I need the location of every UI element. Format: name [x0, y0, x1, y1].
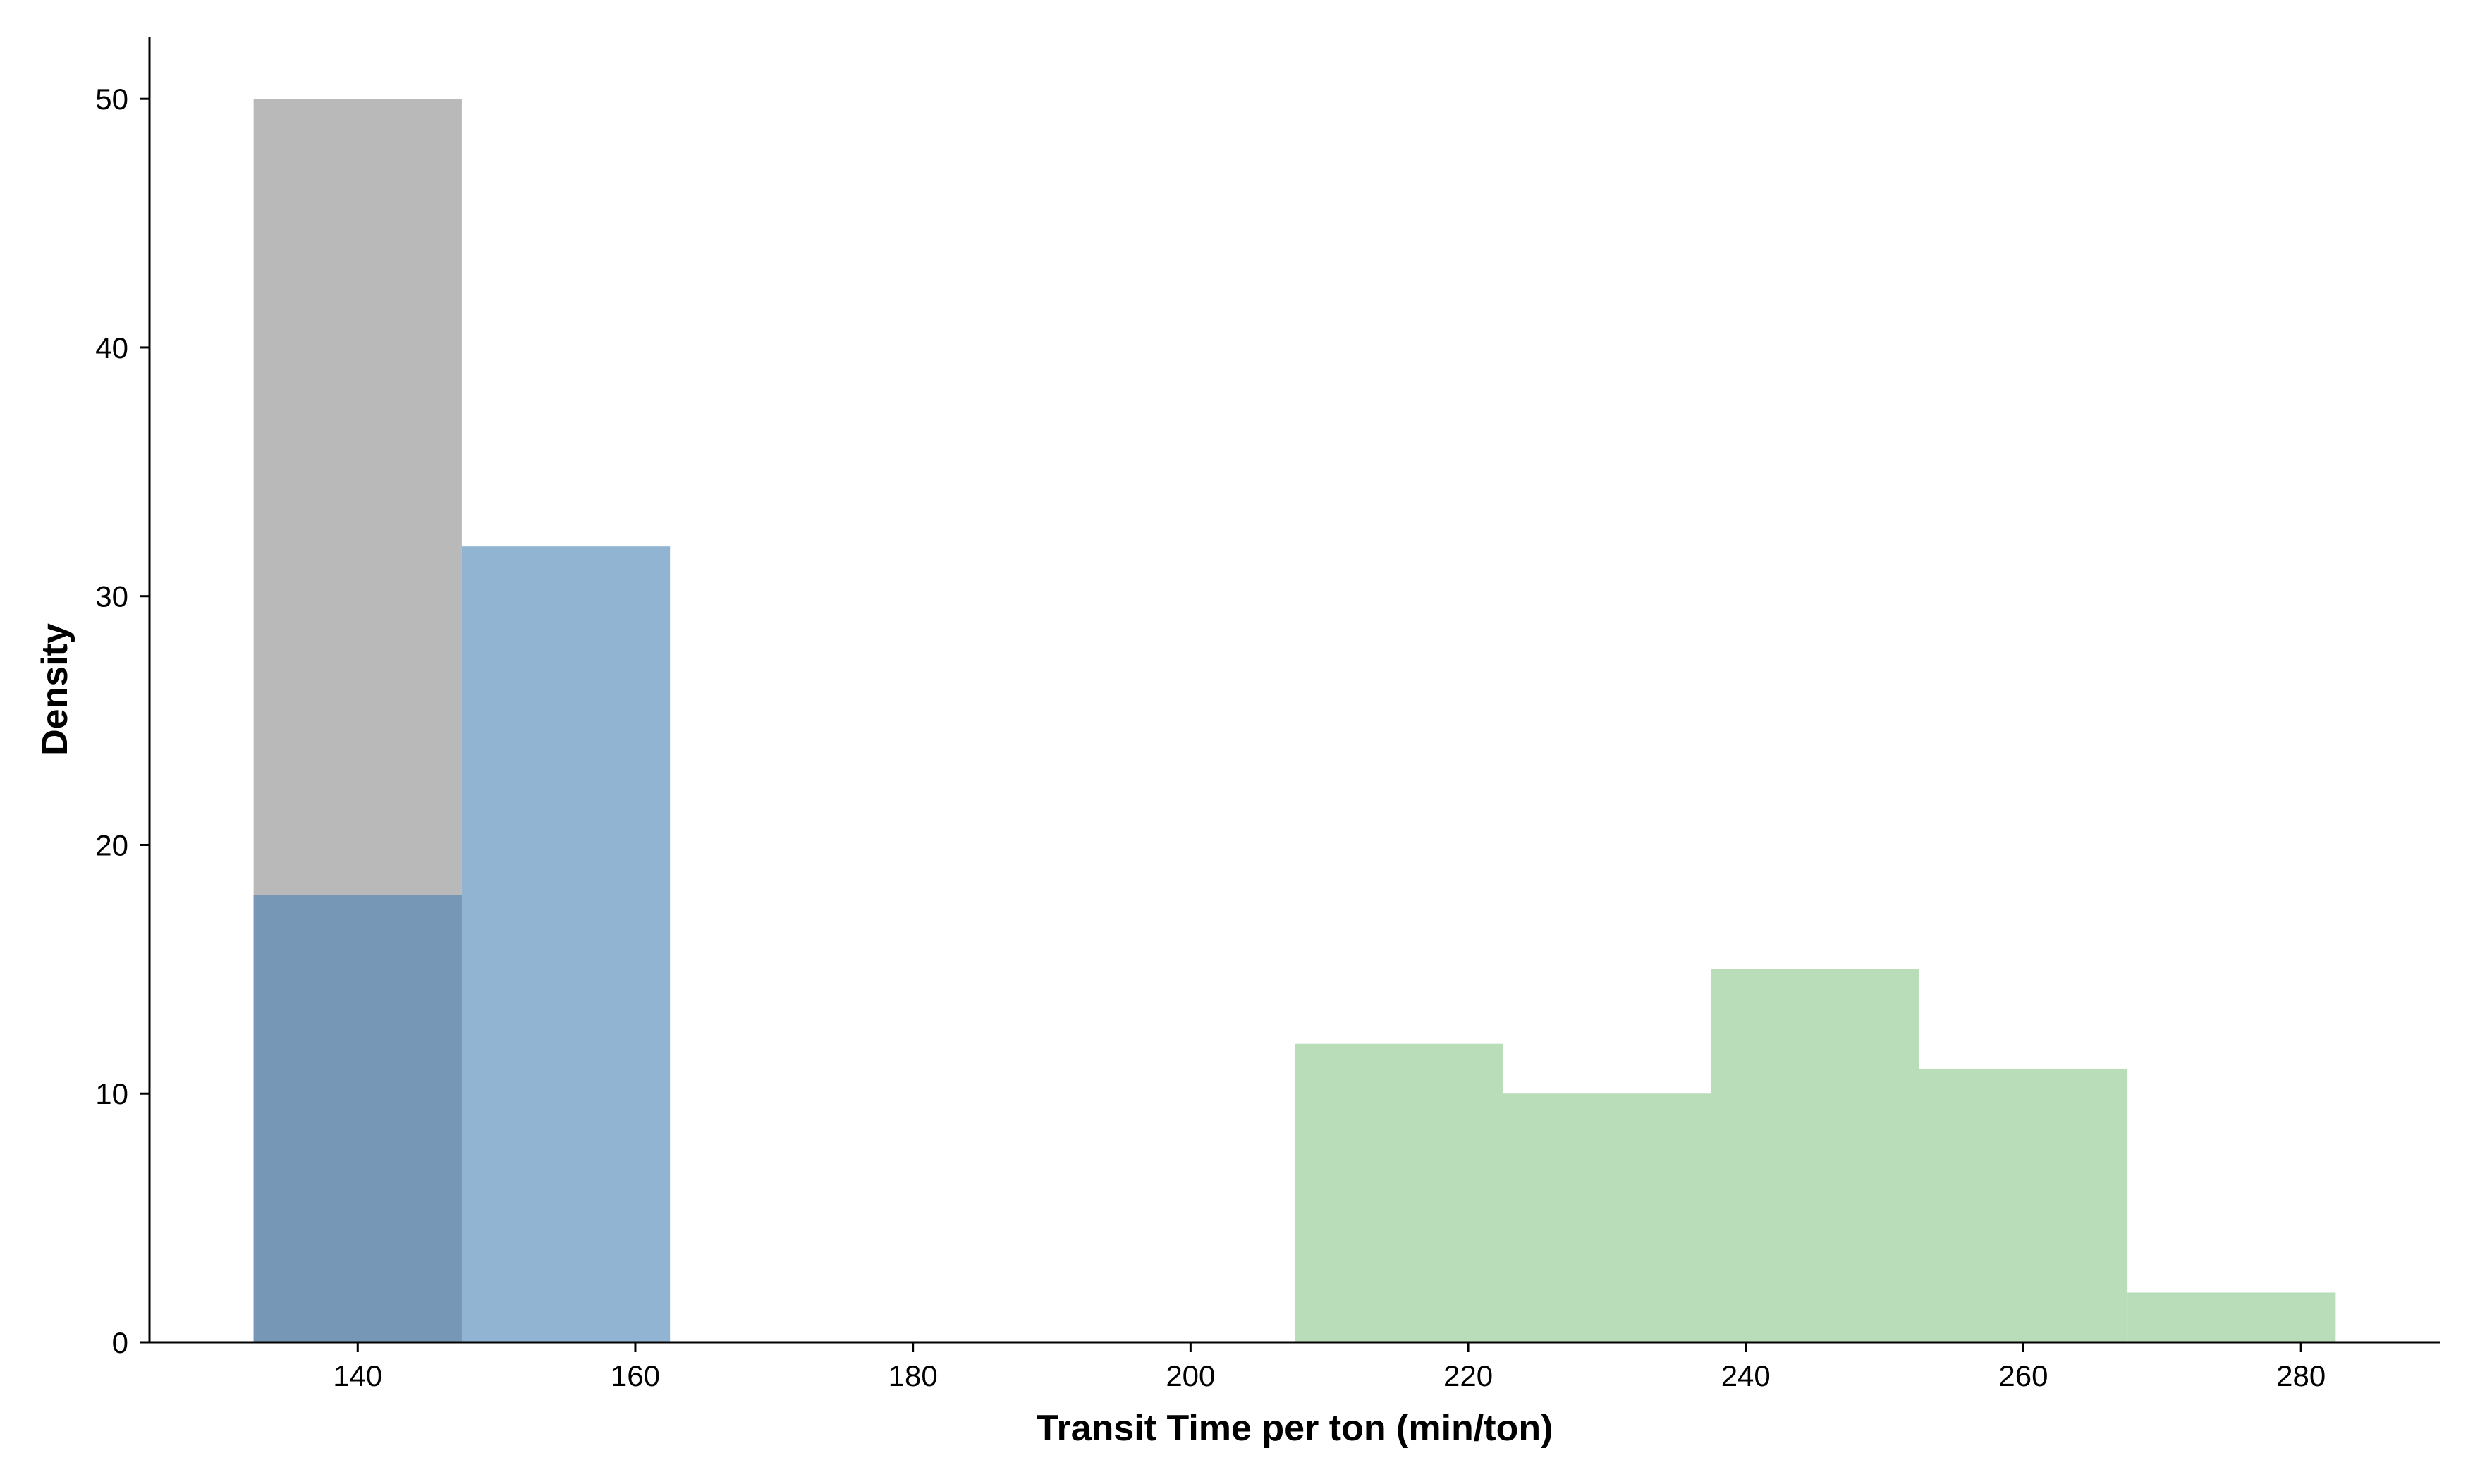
- series-3-bar-2: [1503, 1093, 1711, 1342]
- y-axis-title: Density: [35, 623, 75, 756]
- x-tick-label: 240: [1721, 1359, 1771, 1392]
- y-tick-label: 50: [95, 82, 128, 116]
- series-2-bar-2: [461, 546, 671, 1343]
- y-tick-label: 0: [112, 1326, 128, 1359]
- y-tick-label: 30: [95, 580, 128, 613]
- y-tick-label: 20: [95, 828, 128, 861]
- x-tick-label: 260: [1998, 1359, 2048, 1392]
- overlap-bar-1: [253, 895, 462, 1342]
- series-3-bar-3: [1711, 969, 1919, 1342]
- x-axis-title: Transit Time per ton (min/ton): [1037, 1408, 1553, 1449]
- series-3-bar-4: [1919, 1068, 2128, 1342]
- series-3-bar-1: [1295, 1043, 1503, 1342]
- series-3-bar-5: [2127, 1292, 2336, 1342]
- x-tick-label: 200: [1166, 1359, 1215, 1392]
- x-tick-label: 140: [333, 1359, 382, 1392]
- y-ticks: 0 10 20 30 40 50: [95, 82, 149, 1359]
- x-tick-label: 180: [888, 1359, 938, 1392]
- x-tick-label: 280: [2276, 1359, 2326, 1392]
- axes-layer: [148, 37, 2440, 1344]
- bars-layer: [253, 99, 2336, 1343]
- x-ticks: 140 160 180 200 220 240 260 280: [333, 1342, 2326, 1392]
- x-tick-label: 160: [611, 1359, 660, 1392]
- y-tick-label: 10: [95, 1077, 128, 1110]
- y-tick-label: 40: [95, 331, 128, 364]
- x-tick-label: 220: [1443, 1359, 1493, 1392]
